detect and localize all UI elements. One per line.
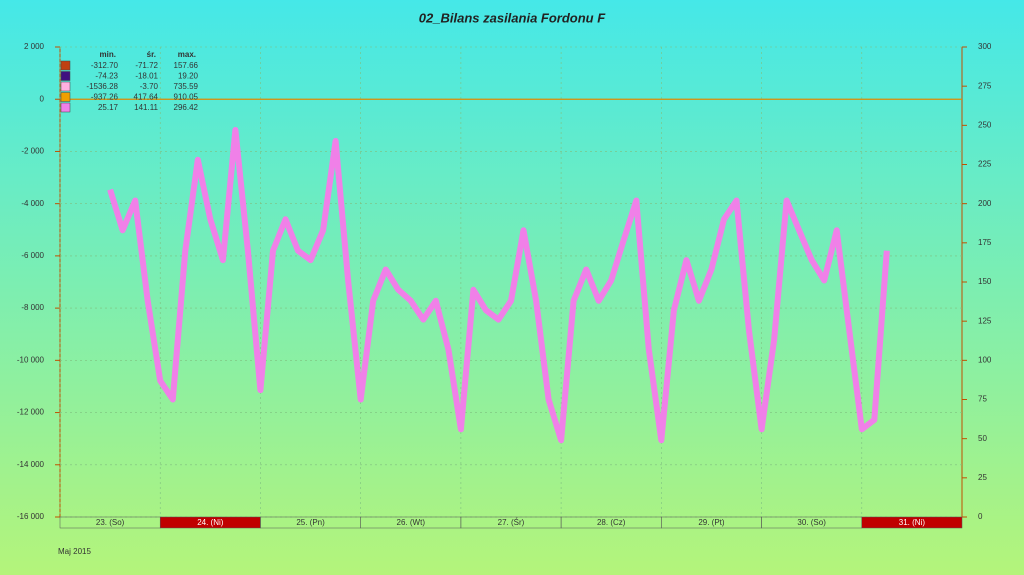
y2-tick-label: 250 xyxy=(978,120,992,129)
stats-cell: -1536.28 xyxy=(86,82,118,91)
stats-swatch xyxy=(60,60,71,71)
y2-tick-label: 50 xyxy=(978,434,987,443)
period-label: Maj 2015 xyxy=(58,547,91,556)
series-line xyxy=(107,127,890,444)
stats-cell: -74.23 xyxy=(95,72,118,81)
y-tick-label: -10 000 xyxy=(17,355,45,364)
stats-cell: -71.72 xyxy=(135,61,158,70)
y-tick-label: -12 000 xyxy=(17,408,45,417)
y-tick-label: 0 xyxy=(40,94,45,103)
y2-tick-label: 75 xyxy=(978,395,987,404)
stats-cell: 735.59 xyxy=(174,82,199,91)
x-tick-label: 28. (Cz) xyxy=(597,518,626,527)
x-tick-label: 30. (So) xyxy=(797,518,826,527)
day-cell xyxy=(861,516,963,529)
y-tick-label: 2 000 xyxy=(24,42,45,51)
stats-cell: 25.17 xyxy=(98,103,119,112)
stats-cell: 296.42 xyxy=(174,103,199,112)
stats-swatch xyxy=(60,81,71,92)
y2-tick-label: 275 xyxy=(978,81,992,90)
stats-swatch xyxy=(60,92,71,102)
y2-tick-label: 100 xyxy=(978,355,992,364)
stats-header: śr. xyxy=(147,50,156,59)
stats-cell: -3.70 xyxy=(140,82,159,91)
y-tick-label: -6 000 xyxy=(21,251,44,260)
y2-tick-label: 150 xyxy=(978,277,992,286)
x-tick-label: 23. (So) xyxy=(96,518,125,527)
y2-tick-label: 0 xyxy=(978,512,983,521)
stats-swatch xyxy=(60,102,71,113)
stats-cell: -18.01 xyxy=(135,72,158,81)
y2-tick-label: 225 xyxy=(978,160,992,169)
x-tick-label: 26. (Wt) xyxy=(397,518,426,527)
stats-cell: 141.11 xyxy=(134,103,158,112)
x-tick-label: 27. (Śr) xyxy=(498,518,525,527)
y-tick-label: -16 000 xyxy=(17,512,45,521)
stats-header: min. xyxy=(100,50,116,59)
y2-tick-label: 125 xyxy=(978,316,992,325)
y2-tick-label: 175 xyxy=(978,238,992,247)
stats-header: max. xyxy=(178,50,196,59)
x-tick-label: 31. (Ni) xyxy=(899,518,926,527)
y-tick-label: -8 000 xyxy=(21,303,44,312)
stats-cell: 910.05 xyxy=(174,93,199,102)
x-tick-label: 25. (Pn) xyxy=(296,518,325,527)
stats-swatch xyxy=(60,71,71,81)
stats-cell: 157.66 xyxy=(174,61,199,70)
y2-tick-label: 25 xyxy=(978,473,987,482)
stats-cell: -312.70 xyxy=(91,61,119,70)
stats-cell: 417.64 xyxy=(134,93,159,102)
stats-cell: 19.20 xyxy=(178,72,199,81)
chart-title: 02_Bilans zasilania Fordonu F xyxy=(419,10,606,25)
x-tick-label: 24. (Ni) xyxy=(197,518,224,527)
x-tick-label: 29. (Pt) xyxy=(698,518,725,527)
y-tick-label: -2 000 xyxy=(21,147,44,156)
y-tick-label: -14 000 xyxy=(17,460,45,469)
y-tick-label: -4 000 xyxy=(21,199,44,208)
stats-cell: -937.26 xyxy=(91,93,119,102)
y2-tick-label: 300 xyxy=(978,42,992,51)
y2-tick-label: 200 xyxy=(978,199,992,208)
